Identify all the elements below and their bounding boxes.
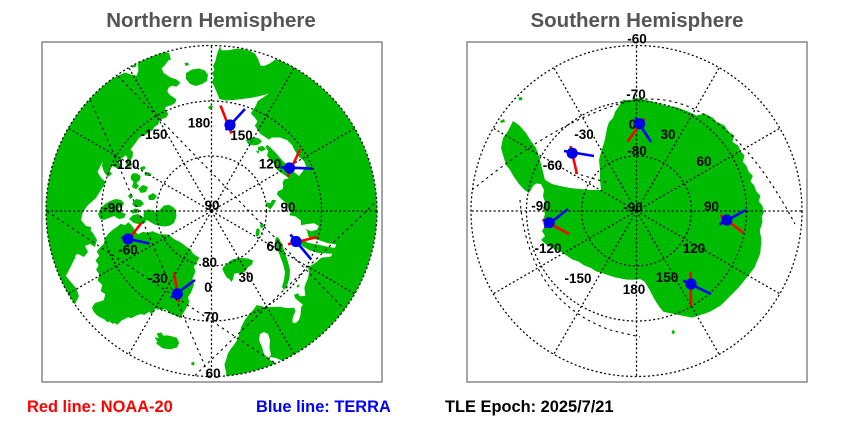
svg-text:60: 60 [206,366,221,381]
svg-text:60: 60 [266,239,281,254]
svg-text:-90: -90 [103,200,123,215]
svg-text:70: 70 [204,309,219,324]
svg-text:0: 0 [204,280,212,295]
svg-text:30: 30 [238,270,253,285]
svg-text:-80: -80 [627,143,647,158]
svg-text:0: 0 [629,117,637,132]
svg-text:Northern Hemisphere: Northern Hemisphere [106,9,316,32]
svg-text:-60: -60 [627,31,647,46]
svg-text:120: 120 [683,241,706,256]
svg-text:-30: -30 [574,127,594,142]
svg-text:-120: -120 [112,157,139,172]
svg-text:80: 80 [202,255,217,270]
svg-text:-120: -120 [534,241,561,256]
svg-text:TLE Epoch: 2025/7/21: TLE Epoch: 2025/7/21 [445,398,614,416]
svg-text:Southern Hemisphere: Southern Hemisphere [530,9,743,32]
svg-text:Blue line: TERRA: Blue line: TERRA [256,398,391,416]
svg-text:60: 60 [696,154,711,169]
svg-text:-150: -150 [564,271,591,286]
svg-text:30: 30 [660,127,675,142]
svg-text:-90: -90 [531,198,551,213]
svg-text:90: 90 [704,199,719,214]
svg-text:180: 180 [623,282,646,297]
svg-text:90: 90 [204,198,219,213]
svg-text:150: 150 [656,270,679,285]
svg-text:150: 150 [230,128,253,143]
svg-text:-150: -150 [140,127,167,142]
svg-text:-60: -60 [118,242,138,257]
svg-text:180: 180 [188,115,211,130]
svg-text:120: 120 [259,156,282,171]
svg-text:90: 90 [280,200,295,215]
svg-text:-70: -70 [626,87,646,102]
svg-text:-60: -60 [543,158,563,173]
svg-text:-30: -30 [148,271,168,286]
svg-text:Red line: NOAA-20: Red line: NOAA-20 [27,398,173,416]
svg-text:-90: -90 [623,200,643,215]
